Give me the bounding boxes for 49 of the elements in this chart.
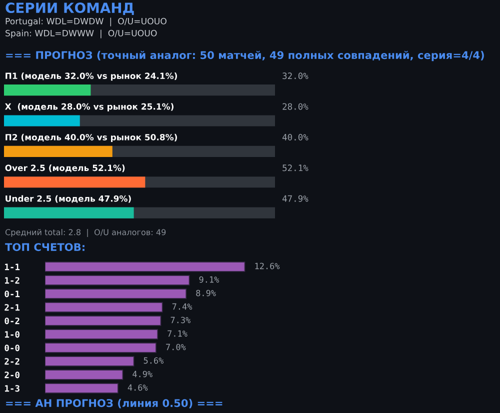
y-tick-label: 1-0 xyxy=(5,331,20,338)
text: Spain: WDL=DWWW | O/U=UOUO xyxy=(6,30,157,38)
data-label: 52.1% xyxy=(282,164,308,172)
bar xyxy=(45,370,124,380)
category-label: П1 (модель 32.0% vs рынок 24.1%) xyxy=(6,72,177,81)
category-label: Under 2.5 (модель 47.9%) xyxy=(6,195,131,203)
data-label: 12.6% xyxy=(255,262,280,270)
data-label: 4.6% xyxy=(128,384,148,391)
text: СЕРИИ КОМАНД xyxy=(6,2,134,16)
y-tick-label: 2-1 xyxy=(4,304,20,311)
text: Portugal: WDL=DWDW | O/U=UOUO xyxy=(6,18,166,26)
bar xyxy=(45,262,246,272)
data-label: 7.1% xyxy=(168,330,188,337)
data-label: 5.6% xyxy=(144,357,164,364)
y-tick-label: 1-2 xyxy=(5,277,20,284)
bar xyxy=(45,302,163,312)
y-tick-label: 1-1 xyxy=(5,264,20,270)
data-label: 9.1% xyxy=(199,276,220,283)
bar xyxy=(45,383,118,394)
text: Средний total: 2.8 | O/U аналогов: 49 xyxy=(5,228,166,238)
bar xyxy=(45,316,162,326)
data-label: 28.0% xyxy=(282,103,308,110)
data-label: 4.9% xyxy=(132,370,152,378)
y-tick-label: 0-1 xyxy=(4,290,20,298)
data-label: 32.0% xyxy=(282,72,308,80)
data-label: 7.0% xyxy=(166,344,186,350)
category-label: X (модель 28.0% vs рынок 25.1%) xyxy=(4,103,174,112)
data-label: 7.4% xyxy=(172,303,192,310)
data-label: 8.9% xyxy=(196,290,216,296)
chart-title: === ПРОГНОЗ (точный аналог: 50 матчей, 49 полных совпадений, серия=4/4) xyxy=(6,50,484,62)
data-label: 40.0% xyxy=(282,134,308,140)
y-tick-label: 1-3 xyxy=(5,385,20,392)
bar xyxy=(4,84,91,96)
bar xyxy=(45,356,134,366)
y-tick-label: 0-2 xyxy=(4,318,20,324)
bar xyxy=(4,115,80,126)
chart-title: ТОП СЧЕТОВ: xyxy=(5,243,84,252)
y-tick-label: 2-2 xyxy=(4,358,20,365)
bar xyxy=(45,275,190,286)
data-label: 7.3% xyxy=(170,316,191,324)
bar xyxy=(45,329,158,340)
bar xyxy=(45,288,187,299)
y-tick-label: 0-0 xyxy=(4,344,20,352)
data-label: 47.9% xyxy=(282,195,308,202)
category-label: Over 2.5 (модель 52.1%) xyxy=(5,164,125,172)
y-tick-label: 2-0 xyxy=(4,372,20,378)
category-label: П2 (модель 40.0% vs рынок 50.8%) xyxy=(6,134,177,142)
text: === АН ПРОГНОЗ (линия 0.50) === xyxy=(6,398,222,408)
bar xyxy=(45,342,156,353)
